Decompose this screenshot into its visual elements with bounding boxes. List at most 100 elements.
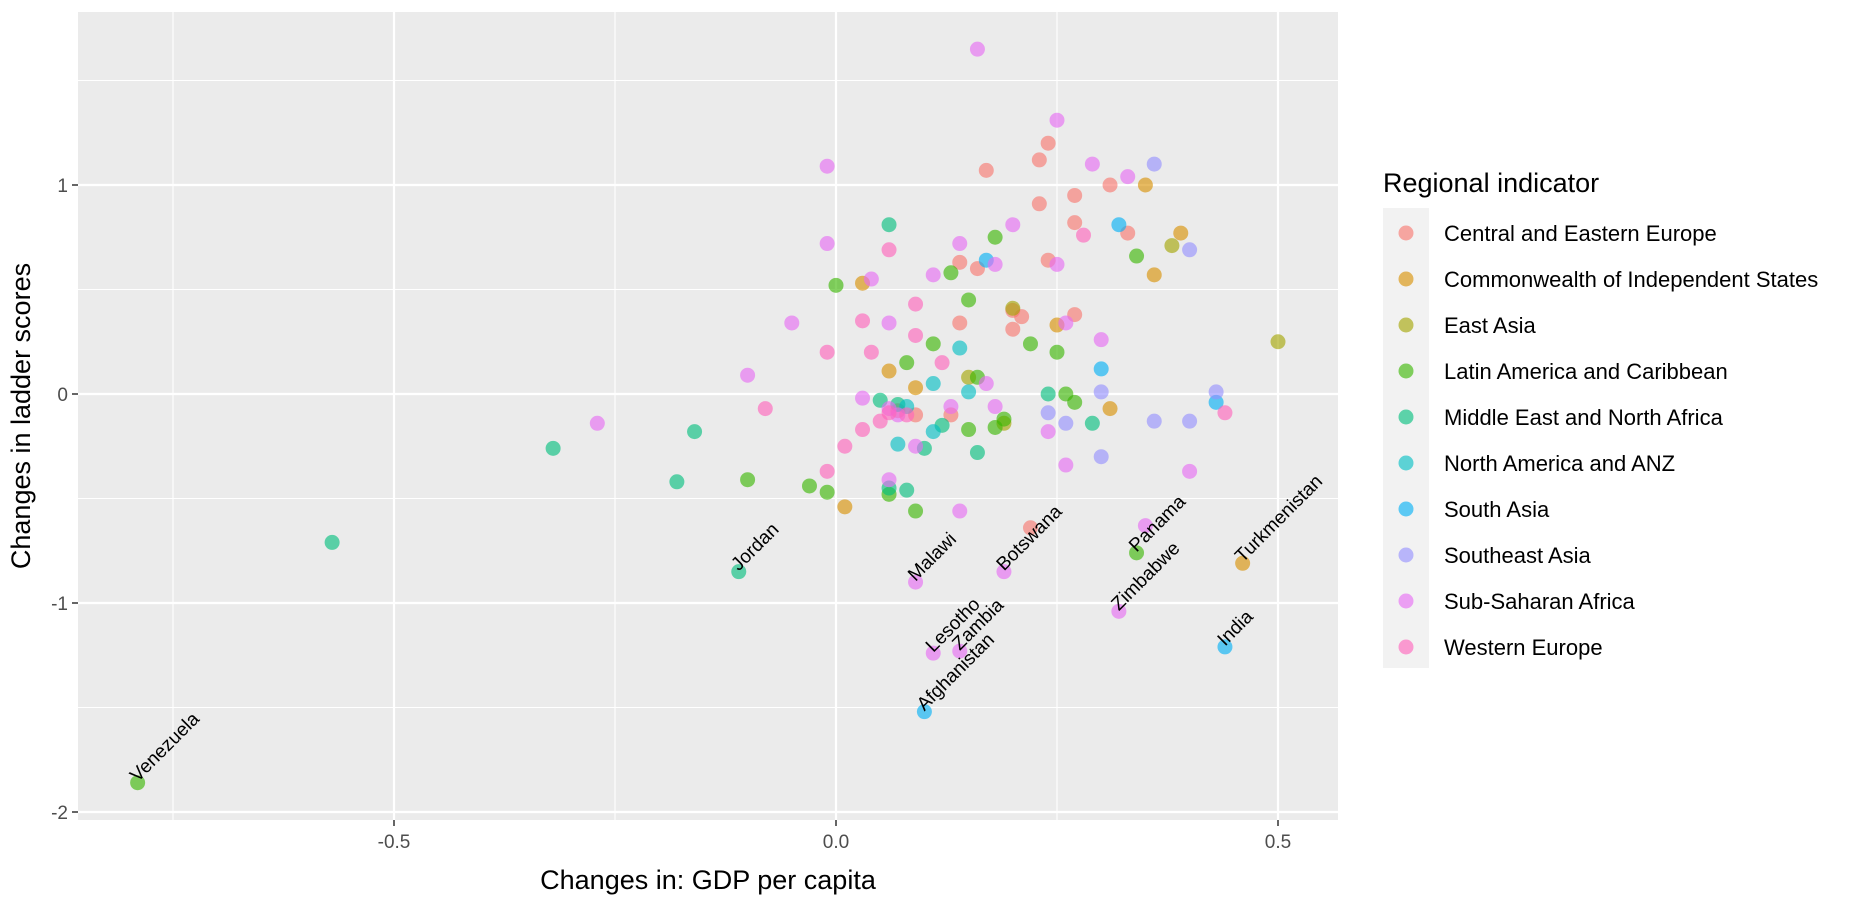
data-point: [863, 271, 879, 287]
x-axis-ticks: -0.5 0.0 0.5: [378, 820, 1291, 853]
data-point: [1208, 394, 1224, 410]
data-point: [1005, 321, 1021, 337]
data-point: [819, 158, 835, 174]
data-point: [1120, 169, 1136, 185]
data-point: [925, 267, 941, 283]
data-point: [899, 482, 915, 498]
y-tick-label: -1: [51, 594, 68, 615]
data-point: [908, 296, 924, 312]
legend-key: [1398, 455, 1414, 471]
data-point: [1031, 152, 1047, 168]
data-point: [952, 236, 968, 252]
data-point: [1173, 225, 1189, 241]
data-point: [996, 564, 1012, 580]
data-point: [1067, 215, 1083, 231]
data-point: [916, 704, 932, 720]
data-point: [1111, 217, 1127, 233]
data-point: [1235, 555, 1251, 571]
data-point: [731, 564, 747, 580]
data-point: [819, 236, 835, 252]
legend-label: Central and Eastern Europe: [1444, 221, 1717, 246]
data-point: [881, 315, 897, 331]
data-point: [1076, 227, 1092, 243]
data-point: [996, 411, 1012, 427]
data-point: [1067, 394, 1083, 410]
data-point: [1137, 518, 1153, 534]
data-point: [1031, 196, 1047, 212]
x-axis-title: Changes in: GDP per capita: [540, 865, 877, 895]
panel-background: [78, 12, 1338, 820]
x-tick-label: 0.0: [823, 832, 849, 853]
data-point: [943, 265, 959, 281]
data-point: [978, 162, 994, 178]
legend-label: Western Europe: [1444, 635, 1603, 660]
data-point: [1005, 217, 1021, 233]
data-point: [784, 315, 800, 331]
data-point: [1049, 112, 1065, 128]
data-point: [1217, 405, 1233, 421]
data-point: [890, 436, 906, 452]
data-point: [908, 503, 924, 519]
data-point: [1182, 413, 1198, 429]
data-point: [130, 775, 146, 791]
data-point: [969, 445, 985, 461]
data-point: [687, 424, 703, 440]
data-point: [819, 484, 835, 500]
data-point: [881, 472, 897, 488]
legend-key: [1398, 317, 1414, 333]
y-tick-label: 0: [57, 385, 68, 406]
data-point: [934, 355, 950, 371]
data-point: [1093, 449, 1109, 465]
legend-key: [1398, 271, 1414, 287]
data-point: [908, 574, 924, 590]
legend-label: South Asia: [1444, 497, 1550, 522]
legend-label: East Asia: [1444, 313, 1536, 338]
data-point: [1208, 384, 1224, 400]
data-point: [908, 327, 924, 343]
legend-key: [1398, 593, 1414, 609]
data-point: [1093, 361, 1109, 377]
data-point: [952, 340, 968, 356]
data-point: [925, 645, 941, 661]
data-point: [1067, 187, 1083, 203]
data-point: [1102, 401, 1118, 417]
data-point: [1040, 386, 1056, 402]
data-point: [1146, 156, 1162, 172]
legend-title: Regional indicator: [1383, 168, 1599, 198]
data-point: [855, 313, 871, 329]
data-point: [1182, 463, 1198, 479]
data-point: [1164, 238, 1180, 254]
data-point: [1146, 413, 1162, 429]
legend-key: [1398, 639, 1414, 655]
data-point: [545, 440, 561, 456]
data-point: [987, 256, 1003, 272]
data-point: [1093, 384, 1109, 400]
y-tick-label: 1: [57, 176, 68, 197]
data-point: [899, 407, 915, 423]
data-point: [925, 424, 941, 440]
data-point: [669, 474, 685, 490]
data-point: [855, 390, 871, 406]
data-points: [130, 41, 1286, 791]
data-point: [961, 384, 977, 400]
data-point: [1093, 332, 1109, 348]
data-point: [1270, 334, 1286, 350]
data-point: [1058, 315, 1074, 331]
data-point: [899, 355, 915, 371]
data-point: [1146, 267, 1162, 283]
data-point: [969, 41, 985, 57]
legend-key: [1398, 225, 1414, 241]
data-point: [925, 376, 941, 392]
data-point: [1111, 603, 1127, 619]
legend-label: Sub-Saharan Africa: [1444, 589, 1636, 614]
data-point: [908, 438, 924, 454]
data-point: [1084, 156, 1100, 172]
data-point: [1022, 336, 1038, 352]
y-tick-label: -2: [51, 803, 68, 824]
data-point: [1058, 457, 1074, 473]
data-point: [324, 534, 340, 550]
data-point: [828, 277, 844, 293]
legend-key: [1398, 547, 1414, 563]
gridlines: [78, 12, 1338, 820]
